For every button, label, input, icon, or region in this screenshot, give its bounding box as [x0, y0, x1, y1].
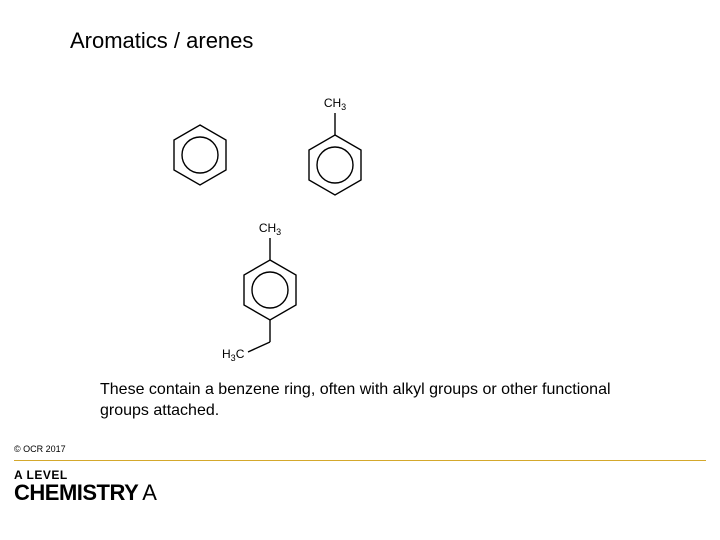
molecule-diagrams: CH3 CH3 H3C	[150, 80, 490, 370]
xylene-structure: CH3 H3C	[222, 221, 296, 363]
benzene-structure	[174, 125, 226, 185]
divider-rule	[14, 460, 706, 461]
ch3-label: CH	[324, 96, 341, 110]
svg-text:CH3: CH3	[259, 221, 281, 237]
svg-text:CH3: CH3	[324, 96, 346, 112]
copyright-text: © OCR 2017	[14, 444, 66, 454]
svg-text:H3C: H3C	[222, 347, 245, 363]
brand-subject: CHEMISTRYA	[14, 480, 156, 506]
ch3-top-label: CH	[259, 221, 276, 235]
description-text: These contain a benzene ring, often with…	[100, 380, 640, 422]
toluene-structure: CH3	[309, 96, 361, 195]
brand-block: A LEVEL CHEMISTRYA	[14, 468, 156, 506]
h3c-label: H	[222, 347, 231, 361]
page-title: Aromatics / arenes	[70, 28, 253, 54]
